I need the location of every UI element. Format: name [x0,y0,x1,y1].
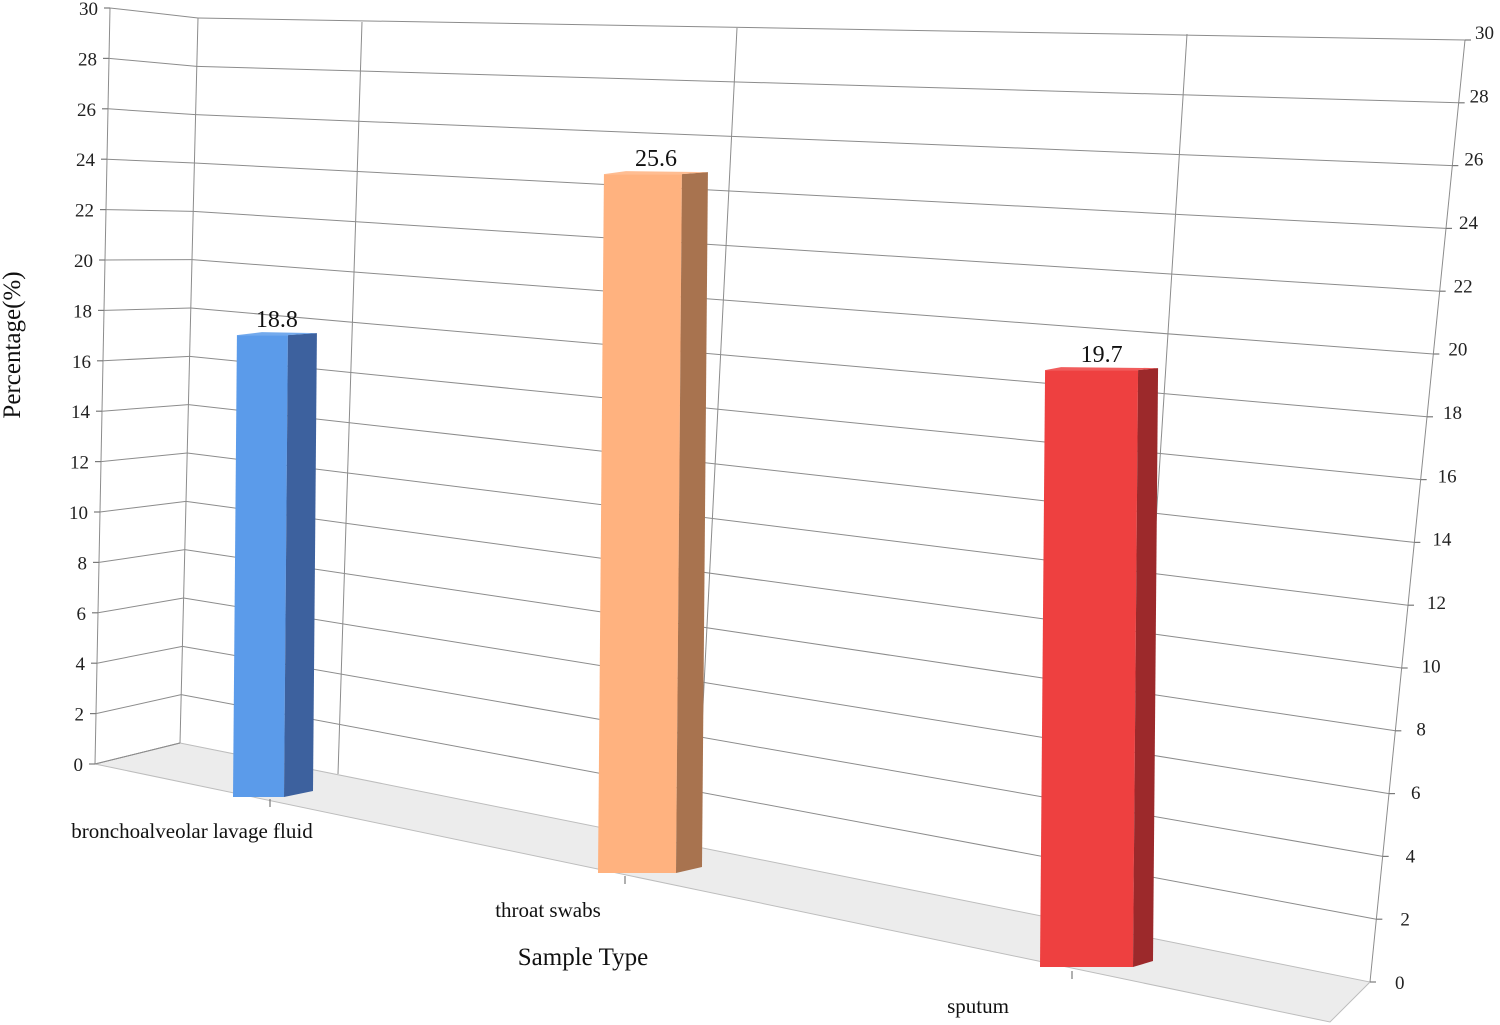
data-label: 19.7 [1081,342,1123,368]
left-wall-gridline [98,549,185,563]
left-axis-line [94,7,111,765]
y-tick-label-right: 30 [1475,23,1494,44]
y-tick-label-left: 18 [73,301,92,322]
y-tick-label-right: 28 [1470,86,1489,107]
data-label: 25.6 [635,146,677,172]
bar-side-face [1133,368,1159,968]
bar-front-face [598,174,682,873]
y-tick-label-left: 26 [77,100,96,121]
y-tick-label-left: 4 [76,654,86,675]
y-tick-label-left: 16 [72,352,91,373]
left-wall-gridline [101,404,189,412]
data-label: 18.8 [256,307,298,333]
y-tick-label-left: 12 [70,453,89,474]
y-tick-label-right: 8 [1416,720,1426,741]
horizontal-gridline [185,500,1402,669]
horizontal-gridline [194,162,1447,229]
bar-top-face [1045,367,1159,371]
bars: 18.8 25.6 19.7 [233,146,1159,968]
y-tick-label-right: 24 [1459,213,1479,234]
bar-1 [598,171,708,873]
horizontal-gridline [182,645,1383,857]
x-tick-label: sputum [947,994,1009,1018]
y-tick-label-right: 14 [1432,530,1452,551]
y-tick-label-left: 20 [74,251,93,272]
horizontal-gridline [183,597,1390,795]
x-tick-label: bronchoalveolar lavage fluid [71,819,313,843]
y-tick-label-left: 2 [75,705,85,726]
bar-2 [1040,367,1159,968]
horizontal-gridline [195,114,1453,167]
y-tick-label-left: 14 [71,402,91,423]
y-axis-title: Percentage(%) [0,271,26,418]
vertical-gridline [337,21,363,775]
category-labels: bronchoalveolar lavage fluid throat swabs… [71,799,1073,1018]
x-tick-label: throat swabs [495,898,601,922]
horizontal-gridline [197,17,1466,41]
horizontal-gridline [188,404,1415,543]
left-wall-gridline [108,57,197,67]
bar-side-face [284,333,317,797]
left-wall-gridline [100,452,188,463]
horizontal-gridline [189,355,1421,481]
y-tick-label-left: 22 [75,201,94,222]
bar-0 [233,332,317,797]
left-wall-gridline [95,694,182,715]
left-wall-gridline [102,355,190,362]
left-wall-gridline [103,307,191,311]
y-tick-label-right: 6 [1411,783,1421,804]
y-tick-label-left: 6 [77,604,87,625]
bar-top-face [603,171,708,175]
vertical-gridline [179,17,199,744]
left-wall-gridline [105,209,194,212]
left-wall-gridline [94,742,181,765]
y-tick-label-left: 30 [79,0,98,20]
horizontal-gridline [190,307,1428,418]
left-wall-gridline [107,108,196,116]
y-tick-label-right: 16 [1438,466,1457,487]
left-wall-gridline [106,158,195,164]
y-tick-label-left: 24 [76,150,96,171]
horizontal-gridline [181,694,1377,920]
y-tick-label-left: 0 [74,755,84,776]
left-wall-gridline [97,597,184,614]
left-wall-gridline [96,645,183,664]
right-axis-line [1369,39,1466,983]
y-tick-label-right: 0 [1395,973,1405,994]
y-tick-label-left: 10 [69,503,88,524]
y-tick-label-right: 2 [1400,910,1410,931]
horizontal-gridline [196,65,1459,104]
bar-front-face [1040,370,1139,968]
bar-top-face [236,332,317,336]
x-axis-title: Sample Type [518,944,648,971]
y-tick-label-right: 12 [1427,593,1446,614]
horizontal-gridline [184,549,1396,732]
bar-side-face [676,172,708,873]
y-tick-label-left: 8 [78,553,88,574]
y-tick-label-right: 10 [1422,656,1441,677]
y-tick-label-right: 26 [1464,150,1483,171]
bar-front-face [233,335,288,797]
left-wall-gridline [109,7,199,19]
horizontal-gridline [191,259,1434,355]
y-tick-label-right: 20 [1448,340,1467,361]
left-wall-gridline [99,500,187,513]
y-tick-label-right: 18 [1443,403,1462,424]
horizontal-gridline [187,452,1409,606]
y-tick-label-left: 28 [78,49,97,70]
y-tick-label-right: 4 [1406,846,1416,867]
y-tick-label-right: 22 [1454,276,1473,297]
horizontal-gridline [193,210,1440,292]
